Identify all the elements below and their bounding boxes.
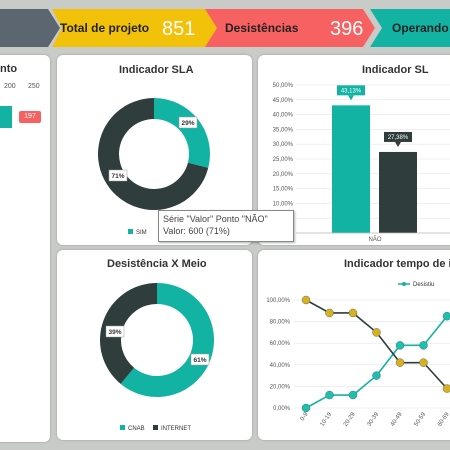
- line-point[interactable]: [325, 390, 334, 400]
- panel-title: nto: [0, 63, 18, 75]
- line-point[interactable]: [395, 358, 405, 367]
- data-label: 29%: [181, 120, 194, 127]
- panel-desistencia-meio[interactable]: Desistência X Meio 61% 39% CNAB INTERNET: [57, 250, 252, 440]
- panel-sla-donut[interactable]: Indicador SLA 29% 71% SIM: [57, 55, 252, 245]
- line-point[interactable]: [442, 311, 450, 321]
- kpi-label: Desistências: [225, 21, 299, 35]
- legend-swatch-internet: [153, 425, 158, 430]
- bar-series-2[interactable]: [379, 151, 417, 233]
- y-tick-label: 45,00%: [273, 98, 294, 104]
- line-point[interactable]: [348, 390, 358, 400]
- axis-tick: 200: [4, 83, 16, 90]
- y-tick-label: 40,00%: [273, 113, 294, 119]
- x-tick-label: NÃO: [368, 236, 381, 243]
- data-label-box: [384, 131, 412, 142]
- kpi-bar: Total de projeto 851 Desistências 396 Op…: [0, 0, 450, 52]
- y-tick-label: 35,00%: [273, 127, 294, 133]
- x-tick-label: 40-49: [390, 411, 404, 428]
- data-label: 61%: [193, 357, 206, 364]
- panel-tempo[interactable]: Indicador tempo de in 0,00% 20,00% 40,00% 6…: [258, 250, 450, 440]
- y-tick-label: 60,00%: [270, 341, 291, 347]
- bar-mark: [0, 106, 12, 128]
- legend-label-internet: INTERNET: [161, 426, 191, 432]
- kpi-total-projetos[interactable]: Total de projeto 851: [52, 9, 220, 47]
- kpi-desistencias[interactable]: Desistências 396: [205, 9, 375, 47]
- data-label-box: [105, 325, 125, 338]
- donut-slice-sim[interactable]: [154, 98, 210, 168]
- line-point[interactable]: [348, 308, 358, 318]
- x-tick-label: 0-9: [300, 411, 310, 422]
- line-point[interactable]: [395, 341, 405, 350]
- line-point[interactable]: [372, 371, 381, 380]
- tooltip-line-2: Valor: 600 (71%): [163, 226, 230, 236]
- donut-slice-cnab[interactable]: [120, 283, 215, 397]
- legend-swatch-sim: [128, 229, 133, 234]
- data-label-box: [108, 169, 128, 182]
- x-tick-label: 50-59: [413, 411, 427, 428]
- legend-marker-desistiu: [402, 282, 406, 286]
- y-tick-label: 20,00%: [270, 384, 291, 390]
- data-label: 71%: [111, 173, 124, 180]
- sla-donut-chart: 29% 71% SIM: [97, 98, 210, 236]
- y-tick-label: 10,00%: [273, 201, 294, 207]
- legend-label-desistiu: Desistiu: [413, 282, 434, 288]
- y-tick-label: 50,00%: [273, 83, 294, 89]
- kpi-arrow-first: [0, 9, 60, 47]
- legend-label-sim: SIM: [136, 230, 147, 236]
- line-point[interactable]: [301, 295, 311, 305]
- y-tick-label: 30,00%: [273, 142, 294, 148]
- x-tick-label: 60-69: [437, 411, 450, 428]
- meio-donut-chart: 61% 39% CNAB INTERNET: [100, 283, 215, 432]
- data-label-badge: 197: [19, 111, 41, 123]
- axis-tick: 250: [28, 83, 40, 90]
- line-point[interactable]: [325, 308, 334, 318]
- x-tick-label: 30-39: [366, 411, 380, 428]
- line-point[interactable]: [419, 358, 428, 367]
- data-label-box: [190, 353, 210, 366]
- data-label-box: [178, 116, 198, 129]
- panel-title: Indicador tempo de in: [344, 258, 450, 270]
- donut-slice-internet[interactable]: [100, 283, 157, 384]
- kpi-operando[interactable]: Operando: [370, 9, 450, 47]
- y-tick-label: 40,00%: [270, 363, 291, 369]
- sla-bar-chart: 0,00%5,00%10,00%15,00%20,00%25,00%30,00%…: [273, 83, 450, 243]
- panel-sla-bars[interactable]: Indicador SL 0,00%5,00%10,00%15,00%20,00…: [258, 55, 450, 245]
- badge-value: 197: [24, 113, 36, 120]
- data-label-box: [337, 85, 365, 96]
- tooltip-line-1: Série "Valor" Ponto "NÃO": [163, 214, 268, 224]
- y-tick-label: 25,00%: [273, 157, 294, 163]
- y-tick-label: 80,00%: [270, 320, 291, 326]
- data-label-pointer: [395, 141, 401, 147]
- y-tick-label: 0,00%: [273, 406, 291, 412]
- x-tick-label: 20-29: [343, 411, 357, 428]
- data-label: 27,38%: [388, 135, 409, 141]
- bar-series-1[interactable]: [332, 105, 370, 233]
- legend-swatch-cnab: [120, 425, 125, 430]
- y-tick-label: 15,00%: [273, 187, 294, 193]
- data-label: 43,13%: [341, 88, 362, 94]
- line-point[interactable]: [442, 384, 450, 393]
- x-tick-label: 10-19: [319, 411, 333, 428]
- legend-label-cnab: CNAB: [128, 426, 145, 432]
- y-tick-label: 100,00%: [266, 298, 290, 304]
- kpi-label: Operando: [392, 21, 449, 35]
- kpi-label: Total de projeto: [60, 21, 150, 35]
- line-point[interactable]: [372, 328, 381, 337]
- kpi-value: 851: [162, 18, 196, 40]
- panel-left-partial: nto 200 250 197: [0, 55, 50, 442]
- panel-title: Desistência X Meio: [107, 258, 207, 270]
- donut-slice-não[interactable]: [97, 98, 209, 210]
- chart-tooltip: Série "Valor" Ponto "NÃO" Valor: 600 (71…: [158, 210, 294, 242]
- y-tick-label: 20,00%: [273, 172, 294, 178]
- line-point[interactable]: [301, 403, 311, 413]
- panel-title: Indicador SL: [362, 64, 429, 76]
- data-label: 39%: [108, 329, 121, 336]
- kpi-value: 396: [330, 18, 364, 40]
- line-point[interactable]: [419, 341, 428, 350]
- tempo-line-chart: 0,00% 20,00% 40,00% 60,00% 80,00% 100,00% 0-9 1…: [266, 282, 450, 428]
- data-label-pointer: [348, 95, 354, 101]
- panel-title: Indicador SLA: [119, 64, 194, 76]
